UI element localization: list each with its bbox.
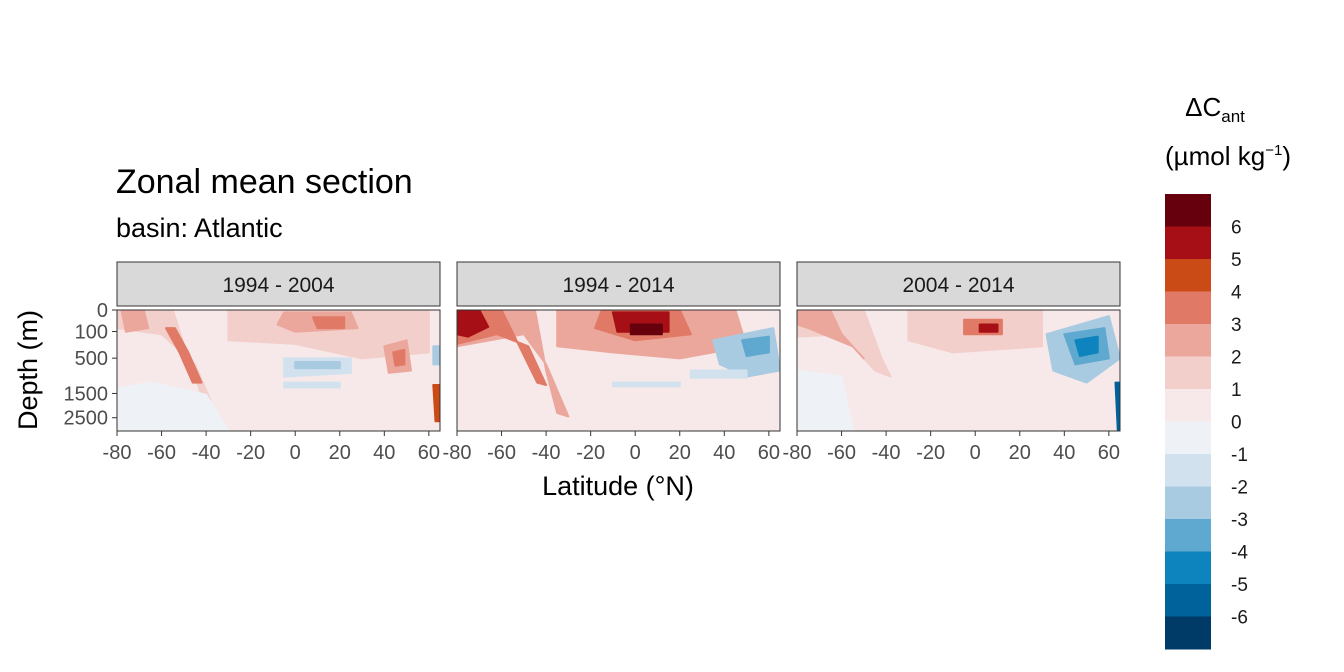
contour-band: [165, 327, 203, 384]
panel-border: [796, 309, 1121, 432]
chart-title: Zonal mean section: [116, 163, 413, 201]
x-tick-label: 20: [1009, 442, 1031, 464]
legend-tick-label: 6: [1231, 218, 1242, 239]
x-tick-label: 20: [329, 442, 351, 464]
chart-subtitle: basin: Atlantic: [116, 213, 283, 243]
x-tick-label: 0: [970, 442, 981, 464]
legend-tick-label: 4: [1231, 283, 1242, 304]
legend-swatch: [1165, 486, 1211, 520]
y-axis-title: Depth (m): [13, 310, 43, 430]
facet-label: 2004 - 2014: [902, 274, 1014, 297]
legend-tick-label: -1: [1231, 445, 1248, 466]
panel-border: [456, 309, 781, 432]
x-axis-title: Latitude (°N): [542, 471, 694, 501]
contour-field: [797, 310, 1120, 431]
legend-swatch: [1165, 226, 1211, 260]
legend-swatch: [1165, 389, 1211, 422]
x-tick-label: 60: [418, 442, 440, 464]
contour-field: [457, 310, 780, 418]
facet-strip: [116, 261, 441, 307]
legend-swatch: [1165, 356, 1211, 390]
y-tick-label: 500: [75, 348, 108, 370]
x-tick-label: 20: [669, 442, 691, 464]
x-tick-label: -60: [487, 442, 516, 464]
legend-tick-label: -6: [1231, 608, 1248, 629]
contour-band: [1074, 335, 1099, 357]
legend-tick-label: -2: [1231, 478, 1248, 499]
x-tick-label: -20: [916, 442, 945, 464]
x-tick-label: 0: [630, 442, 641, 464]
legend-swatch: [1165, 259, 1211, 292]
legend-tick-label: 3: [1231, 315, 1242, 336]
legend-swatch: [1165, 519, 1211, 552]
contour-band: [1114, 381, 1120, 431]
contour-band: [392, 348, 406, 367]
y-tick-label: 1500: [64, 383, 109, 405]
contour-band: [312, 316, 346, 330]
x-tick-label: 0: [290, 442, 301, 464]
legend-tick-label: 1: [1231, 380, 1242, 401]
contour-band: [283, 381, 341, 389]
legend-swatch: [1165, 291, 1211, 325]
x-tick-label: -40: [192, 442, 221, 464]
contour-band: [432, 345, 440, 366]
x-tick-label: 60: [1098, 442, 1120, 464]
contour-band: [117, 381, 230, 431]
contour-band: [741, 335, 770, 357]
contour-band: [978, 323, 999, 333]
legend-unit: (µmol kg−1): [1165, 141, 1291, 171]
x-tick-label: -40: [872, 442, 901, 464]
facet-label: 1994 - 2014: [562, 274, 674, 297]
x-tick-label: 40: [713, 442, 735, 464]
legend-swatch: [1165, 616, 1211, 650]
y-tick-label: 0: [97, 300, 108, 322]
legend-swatch: [1165, 421, 1211, 455]
legend-swatch: [1165, 584, 1211, 617]
contour-band: [629, 323, 663, 336]
legend-tick-label: 5: [1231, 250, 1242, 271]
legend-tick-label: 0: [1231, 413, 1242, 434]
x-tick-label: -40: [532, 442, 561, 464]
facet-strip: [796, 261, 1121, 307]
x-tick-label: 40: [1053, 442, 1075, 464]
y-tick-label: 2500: [64, 408, 109, 430]
x-tick-label: -80: [783, 442, 812, 464]
x-tick-label: -20: [236, 442, 265, 464]
legend-tick-label: -5: [1231, 575, 1248, 596]
x-tick-label: -60: [827, 442, 856, 464]
legend-tick-label: -4: [1231, 543, 1248, 564]
legend-tick-label: -3: [1231, 510, 1248, 531]
legend-swatch: [1165, 194, 1211, 227]
contour-band: [611, 381, 681, 388]
contour-band: [120, 310, 150, 333]
legend-title: ΔCant: [1185, 92, 1245, 126]
contour-band: [432, 384, 440, 423]
x-tick-label: -80: [443, 442, 472, 464]
x-tick-label: -80: [103, 442, 132, 464]
x-tick-label: -60: [147, 442, 176, 464]
contour-band: [457, 310, 490, 338]
contour-field: [117, 310, 440, 431]
legend-swatch: [1165, 454, 1211, 487]
legend-swatch: [1165, 324, 1211, 357]
x-tick-label: -20: [576, 442, 605, 464]
legend-tick-label: 2: [1231, 348, 1242, 369]
panel-border: [116, 309, 441, 432]
contour-band: [797, 310, 865, 360]
y-tick-label: 100: [75, 322, 108, 344]
contour-band: [294, 361, 341, 370]
facet-strip: [456, 261, 781, 307]
legend-swatch: [1165, 551, 1211, 585]
x-tick-label: 40: [373, 442, 395, 464]
x-tick-label: 60: [758, 442, 780, 464]
facet-label: 1994 - 2004: [222, 274, 334, 297]
contour-band: [797, 369, 854, 431]
contour-band: [689, 369, 748, 379]
